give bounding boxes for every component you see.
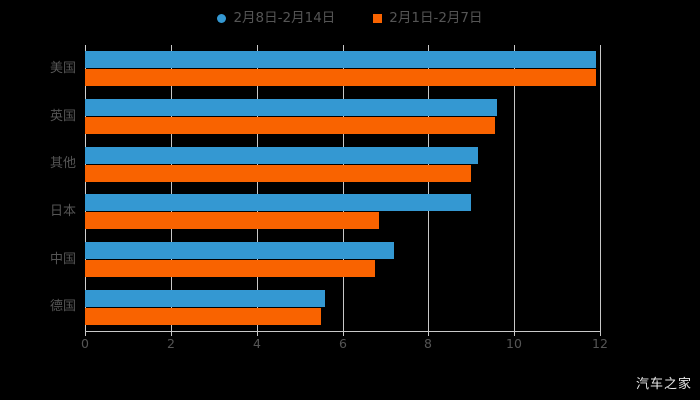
bar-中国-series1[interactable] <box>85 242 394 259</box>
x-tick-label-0: 0 <box>81 336 89 351</box>
y-axis-label-德国: 德国 <box>49 299 76 315</box>
y-axis-label-美国: 美国 <box>49 60 76 76</box>
x-tick-0 <box>85 331 86 336</box>
x-tick-8 <box>428 331 429 336</box>
legend-item-2[interactable]: 2月1日-2月7日 <box>373 10 483 26</box>
bar-日本-series2[interactable] <box>85 212 379 230</box>
bar-英国-series2[interactable] <box>85 117 495 134</box>
chart-legend: 2月8日-2月14日 2月1日-2月7日 <box>0 6 700 30</box>
bar-日本-series1[interactable] <box>85 194 471 212</box>
legend-label-2: 2月1日-2月7日 <box>389 10 483 26</box>
x-tick-label-10: 10 <box>506 336 522 351</box>
gridline-x-8 <box>428 45 429 331</box>
bar-美国-series1[interactable] <box>85 51 596 69</box>
x-tick-2 <box>171 331 172 336</box>
x-tick-6 <box>343 331 344 336</box>
watermark-label: 汽车之家 <box>635 377 692 392</box>
bar-德国-series2[interactable] <box>85 307 321 325</box>
x-tick-10 <box>514 331 515 336</box>
y-axis-label-中国: 中国 <box>49 251 76 267</box>
gridline-x-10 <box>514 45 515 331</box>
x-tick-label-6: 6 <box>339 336 347 351</box>
gridline-x-0 <box>85 45 86 331</box>
bar-美国-series2[interactable] <box>85 69 596 87</box>
bar-英国-series1[interactable] <box>85 99 497 116</box>
gridline-x-12 <box>600 45 601 331</box>
bar-其他-series1[interactable] <box>85 146 478 164</box>
gridline-x-4 <box>257 45 258 331</box>
legend-item-1[interactable]: 2月8日-2月14日 <box>217 11 335 25</box>
x-tick-label-8: 8 <box>424 336 432 351</box>
y-axis-category-labels: 美国英国其他日本中国德国 <box>0 45 76 331</box>
x-tick-label-2: 2 <box>167 336 175 351</box>
x-tick-label-4: 4 <box>253 336 261 351</box>
bar-德国-series1[interactable] <box>85 289 325 307</box>
bar-其他-series2[interactable] <box>85 164 471 182</box>
bar-中国-series2[interactable] <box>85 260 375 277</box>
legend-label-1: 2月8日-2月14日 <box>233 10 336 26</box>
plot-area <box>85 45 601 331</box>
y-axis-label-其他: 其他 <box>49 156 76 172</box>
gridline-x-6 <box>343 45 344 331</box>
square-marker-icon <box>373 13 383 23</box>
x-tick-label-12: 12 <box>592 336 608 351</box>
x-tick-4 <box>257 331 258 336</box>
circle-marker-icon <box>217 13 227 23</box>
gridline-x-2 <box>171 45 172 331</box>
y-axis-label-英国: 英国 <box>49 108 76 124</box>
x-tick-12 <box>600 331 601 336</box>
y-axis-label-日本: 日本 <box>49 203 76 219</box>
